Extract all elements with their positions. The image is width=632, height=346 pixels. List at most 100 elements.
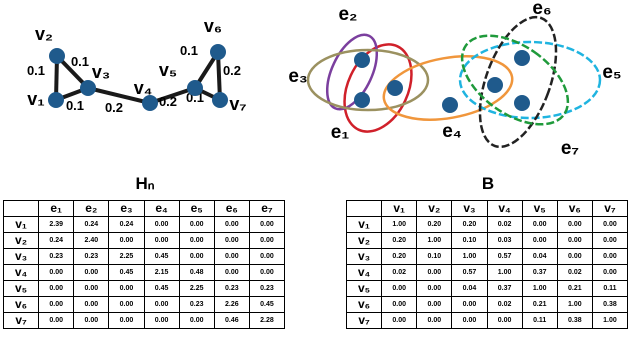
cell: 2.25 xyxy=(108,248,145,265)
cell: 0.21 xyxy=(521,296,558,313)
hypergraph xyxy=(306,15,602,149)
cell: 0.00 xyxy=(73,312,110,329)
column-header: e₄ xyxy=(143,200,180,217)
cell: 0.20 xyxy=(451,216,488,233)
cell: 0.00 xyxy=(178,248,215,265)
cell: 0.23 xyxy=(178,296,215,313)
cell: 0.00 xyxy=(38,264,75,281)
cell: 0.00 xyxy=(451,296,488,313)
cell: 0.00 xyxy=(591,232,629,249)
cell: 0.11 xyxy=(521,312,558,329)
table: e₁ e₂ e₃ e₄ e₅ e₆ e₇ v₁ 2.39 0.24 0.24 0.00 0.00 0.00… xyxy=(2,200,286,329)
graph-node xyxy=(212,92,228,108)
cell: 0.00 xyxy=(416,264,453,281)
edge-weight: 0.2 xyxy=(223,63,241,78)
cell: v₆ xyxy=(2,296,40,313)
column-header: v₅ xyxy=(521,200,558,217)
cell: 1.00 xyxy=(521,280,558,297)
cell: 1.00 xyxy=(591,312,629,329)
hyperedge-e2 xyxy=(325,33,379,111)
cell: 0.00 xyxy=(248,232,286,249)
table: v₁ v₂ v₃ v₄ v₅ v₆ v₇ v₁ 1.00 0.20 0.20 0.02 0.00 0.00… xyxy=(345,200,629,329)
cell: v₄ xyxy=(2,264,40,281)
cell: 0.23 xyxy=(213,280,250,297)
hyper-node xyxy=(442,97,458,113)
hyperedge-label: e₇ xyxy=(561,138,579,159)
graph-node xyxy=(187,80,203,96)
cell: 0.00 xyxy=(213,216,250,233)
hyperedge-e6 xyxy=(478,15,558,149)
column-header xyxy=(2,200,40,217)
cell: 0.00 xyxy=(213,248,250,265)
cell: 2.39 xyxy=(38,216,75,233)
graph-node xyxy=(142,95,158,111)
column-header: v₇ xyxy=(591,200,629,217)
cell: 0.20 xyxy=(381,248,418,265)
cell: 0.00 xyxy=(73,264,110,281)
cell: 0.00 xyxy=(178,312,215,329)
cell: 0.00 xyxy=(178,216,215,233)
cell: 0.00 xyxy=(381,296,418,313)
hyperedge-label: e₄ xyxy=(442,121,462,142)
cell: 0.00 xyxy=(213,232,250,249)
edge-weight: 0.2 xyxy=(159,94,177,109)
cell: 0.02 xyxy=(486,296,523,313)
hyperedge-label: e₂ xyxy=(338,4,357,25)
cell: 1.00 xyxy=(416,232,453,249)
cell: 0.57 xyxy=(486,248,523,265)
cell: 0.00 xyxy=(521,232,558,249)
cell: 0.00 xyxy=(451,312,488,329)
cell: 0.23 xyxy=(73,248,110,265)
cell: 0.00 xyxy=(591,248,629,265)
cell: 0.04 xyxy=(451,280,488,297)
column-header xyxy=(345,200,383,217)
cell: 0.57 xyxy=(451,264,488,281)
cell: 0.00 xyxy=(178,232,215,249)
edge-weight: 0.1 xyxy=(66,98,84,113)
cell: 0.00 xyxy=(416,312,453,329)
cell: 0.38 xyxy=(591,296,629,313)
cell: v₁ xyxy=(345,216,383,233)
cell: v₇ xyxy=(2,312,40,329)
hyperedge-e7 xyxy=(460,34,570,126)
cell: 0.00 xyxy=(248,264,286,281)
cell: 0.24 xyxy=(108,216,145,233)
cell: 0.00 xyxy=(381,280,418,297)
cell: 0.00 xyxy=(38,280,75,297)
hyper-node xyxy=(354,52,370,68)
cell: 0.00 xyxy=(556,232,593,249)
node-label: v₇ xyxy=(229,94,246,114)
node-label: v₂ xyxy=(35,24,53,44)
cell: 0.24 xyxy=(38,232,75,249)
edge-weight: 0.1 xyxy=(71,54,89,69)
cell: v₄ xyxy=(345,264,383,281)
cell: 0.03 xyxy=(486,232,523,249)
node-label: v₁ xyxy=(27,89,44,109)
hyperedge-e3 xyxy=(306,48,430,112)
cell: 0.00 xyxy=(381,312,418,329)
cell: 0.00 xyxy=(38,296,75,313)
column-header: v₂ xyxy=(416,200,453,217)
cell: 1.00 xyxy=(381,216,418,233)
cell: 0.00 xyxy=(108,296,145,313)
cell: 2.40 xyxy=(73,232,110,249)
hyper-node xyxy=(487,77,503,93)
hyperedge-e5 xyxy=(458,40,602,120)
edge-weight: 0.2 xyxy=(105,100,123,115)
hyper-node xyxy=(514,95,530,111)
cell: 2.25 xyxy=(178,280,215,297)
cell: 0.10 xyxy=(416,248,453,265)
cell: 0.37 xyxy=(521,264,558,281)
cell: 0.00 xyxy=(38,312,75,329)
graph-node xyxy=(49,48,65,64)
cell: 0.00 xyxy=(556,216,593,233)
cell: 0.00 xyxy=(416,280,453,297)
cell: 2.28 xyxy=(248,312,286,329)
hyperedge-label: e₁ xyxy=(331,122,350,143)
hyper-node xyxy=(354,92,370,108)
cell: 0.11 xyxy=(591,280,629,297)
node-label: v₃ xyxy=(92,62,110,82)
cell: 0.00 xyxy=(143,312,180,329)
cell: 0.20 xyxy=(416,216,453,233)
cell: 0.00 xyxy=(143,232,180,249)
